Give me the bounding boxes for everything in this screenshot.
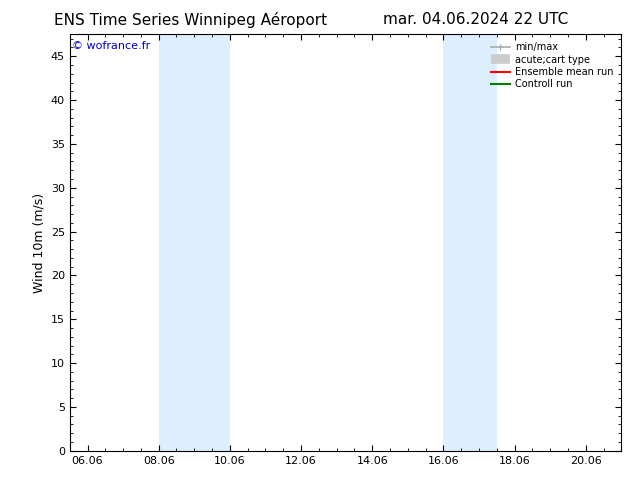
Bar xyxy=(158,34,230,451)
Text: mar. 04.06.2024 22 UTC: mar. 04.06.2024 22 UTC xyxy=(383,12,568,27)
Text: © wofrance.fr: © wofrance.fr xyxy=(72,41,151,50)
Legend: min/max, acute;cart type, Ensemble mean run, Controll run: min/max, acute;cart type, Ensemble mean … xyxy=(488,39,616,92)
Y-axis label: Wind 10m (m/s): Wind 10m (m/s) xyxy=(32,193,45,293)
Text: ENS Time Series Winnipeg Aéroport: ENS Time Series Winnipeg Aéroport xyxy=(54,12,327,28)
Bar xyxy=(443,34,497,451)
